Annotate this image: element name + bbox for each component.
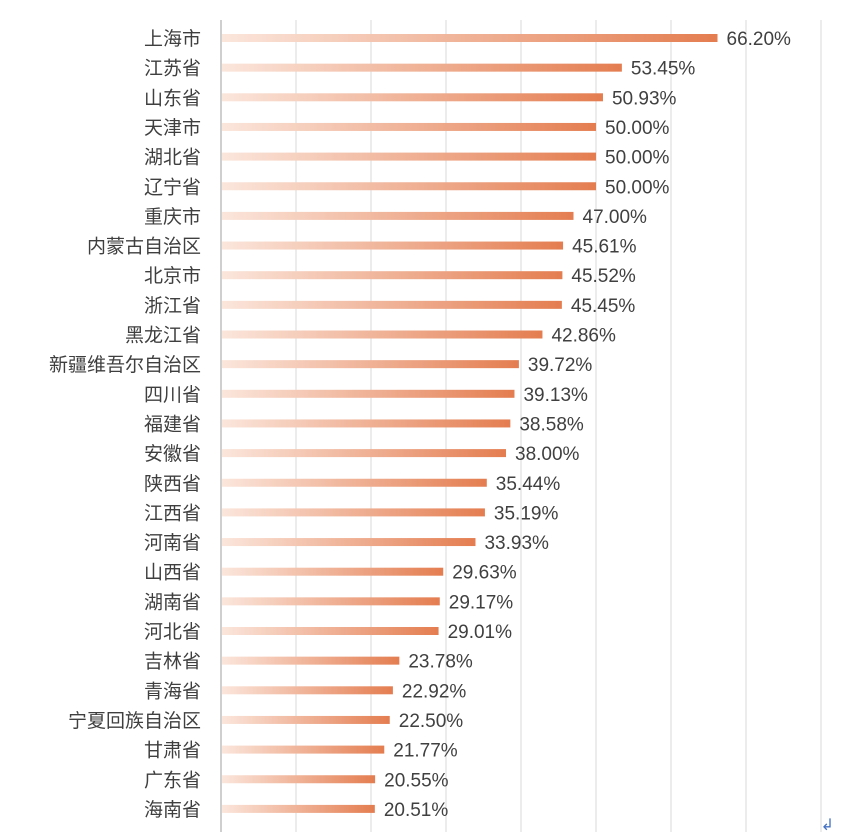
value-label: 22.50% — [399, 711, 464, 732]
value-label: 35.19% — [494, 503, 559, 524]
category-label: 北京市 — [144, 265, 201, 287]
category-label: 浙江省 — [144, 295, 201, 317]
category-label: 新疆维吾尔自治区 — [49, 354, 201, 376]
category-label: 陕西省 — [144, 473, 201, 495]
category-label: 湖南省 — [144, 591, 201, 613]
value-label: 45.61% — [572, 237, 637, 258]
bar — [222, 627, 439, 635]
category-label: 宁夏回族自治区 — [68, 710, 201, 732]
category-labels: 上海市江苏省山东省天津市湖北省辽宁省重庆市内蒙古自治区北京市浙江省黑龙江省新疆维… — [49, 28, 201, 821]
value-label: 50.00% — [605, 177, 670, 198]
bar — [222, 745, 385, 754]
bar — [222, 63, 622, 72]
value-label: 21.77% — [393, 741, 458, 762]
value-label: 20.55% — [384, 770, 449, 791]
bar — [222, 182, 596, 191]
category-label: 甘肃省 — [144, 740, 201, 762]
value-label: 29.17% — [449, 592, 514, 613]
category-label: 河南省 — [144, 532, 201, 554]
category-label: 内蒙古自治区 — [87, 236, 201, 258]
value-label: 33.93% — [484, 533, 549, 554]
category-label: 山东省 — [144, 87, 201, 109]
category-label: 重庆市 — [144, 206, 201, 228]
bar — [222, 538, 476, 547]
value-label: 22.92% — [402, 681, 467, 702]
value-label: 35.44% — [496, 474, 561, 495]
category-label: 海南省 — [144, 799, 201, 821]
bar — [222, 508, 485, 517]
value-label: 38.58% — [519, 414, 584, 435]
bar — [222, 211, 574, 220]
bar — [222, 360, 519, 369]
value-label: 39.72% — [528, 355, 593, 376]
value-label: 20.51% — [384, 800, 449, 821]
category-label: 江苏省 — [144, 58, 201, 80]
bar — [222, 449, 506, 458]
bar — [222, 300, 562, 309]
value-label: 23.78% — [408, 652, 473, 673]
bar — [222, 804, 375, 813]
value-label: 50.00% — [605, 148, 670, 169]
bar — [222, 330, 543, 339]
bar — [222, 241, 564, 250]
bar — [222, 419, 511, 428]
category-label: 上海市 — [144, 28, 201, 50]
bar — [222, 478, 487, 487]
value-label: 50.00% — [605, 118, 670, 139]
category-label: 广东省 — [144, 769, 201, 791]
category-label: 江西省 — [144, 502, 201, 524]
category-label: 吉林省 — [144, 651, 201, 673]
value-labels: 66.20% 53.45% 50.93% 50.00% 50.00% 50.00% 47.0… — [384, 29, 791, 821]
bar — [222, 656, 400, 665]
value-label: 39.13% — [523, 385, 588, 406]
value-label: 45.52% — [571, 266, 636, 287]
value-label: 42.86% — [551, 326, 616, 347]
bar — [222, 597, 440, 606]
bar — [222, 152, 596, 161]
bar — [222, 93, 603, 102]
value-label: 53.45% — [631, 59, 696, 80]
bar — [222, 715, 390, 724]
value-label: 50.93% — [612, 88, 677, 109]
category-label: 四川省 — [144, 384, 201, 406]
value-label: 47.00% — [583, 207, 648, 228]
category-label: 河北省 — [144, 621, 201, 643]
bar — [222, 122, 596, 131]
bars — [222, 34, 718, 813]
value-label: 38.00% — [515, 444, 580, 465]
return-mark-icon: ↲ — [820, 815, 834, 834]
value-label: 29.01% — [448, 622, 513, 643]
bar — [222, 389, 515, 398]
category-label: 辽宁省 — [144, 176, 201, 198]
category-label: 天津市 — [144, 117, 201, 139]
bar — [222, 686, 393, 695]
bar — [222, 567, 444, 576]
value-label: 66.20% — [727, 29, 792, 50]
bar — [222, 271, 563, 280]
category-label: 黑龙江省 — [125, 325, 201, 347]
category-label: 山西省 — [144, 562, 201, 584]
category-label: 福建省 — [144, 413, 201, 435]
bar — [222, 34, 718, 42]
value-label: 45.45% — [571, 296, 636, 317]
category-label: 青海省 — [144, 680, 201, 702]
category-label: 湖北省 — [144, 147, 201, 169]
category-label: 安徽省 — [144, 443, 201, 465]
value-label: 29.63% — [452, 563, 517, 584]
bar — [222, 775, 376, 784]
